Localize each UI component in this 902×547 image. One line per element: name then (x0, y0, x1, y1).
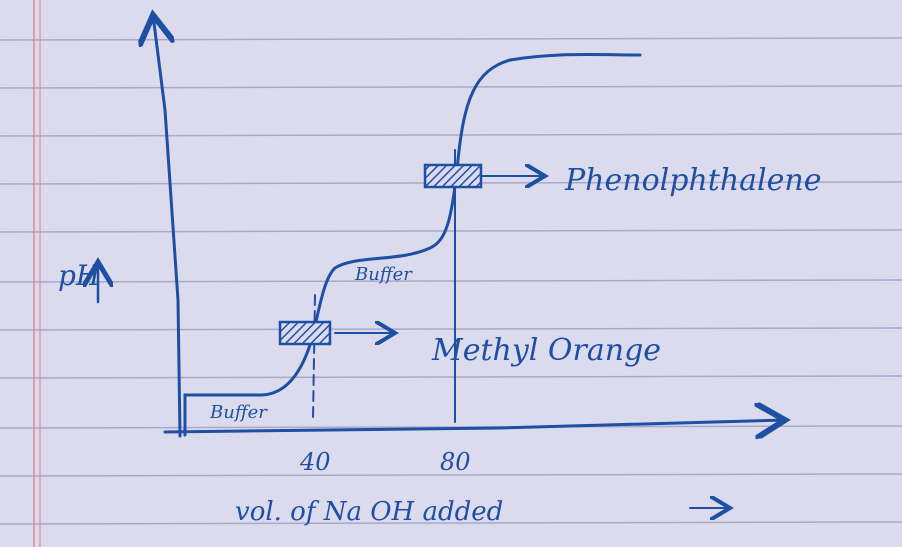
indicator-range (278, 320, 332, 346)
indicator-label: Phenolphthalene (564, 163, 821, 198)
region-label: Buffer (354, 264, 413, 285)
x-axis (163, 420, 785, 432)
equivalence-line (312, 294, 316, 421)
indicator-range (423, 163, 483, 189)
x-axis-label: vol. of Na OH added (235, 497, 503, 527)
region-label: Buffer (209, 402, 268, 423)
y-axis-label: pH (58, 259, 101, 292)
indicator-label: Methyl Orange (431, 333, 661, 368)
x-mark-label: 80 (440, 448, 471, 476)
x-mark-label: 40 (299, 448, 331, 476)
y-axis (153, 15, 182, 438)
ruled-lines (0, 37, 902, 525)
